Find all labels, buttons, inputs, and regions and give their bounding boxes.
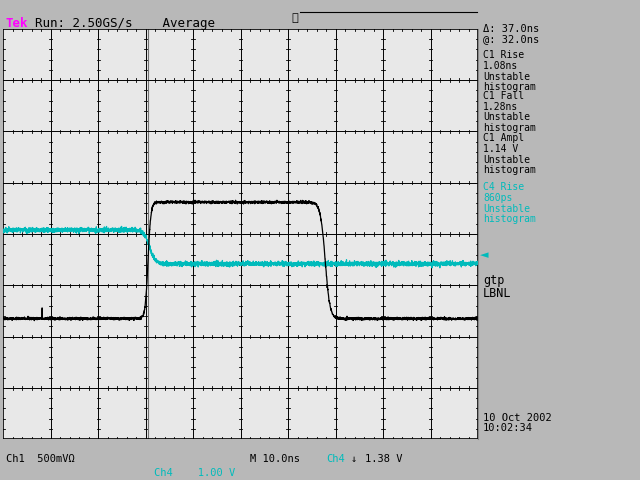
Text: Unstable: Unstable	[483, 155, 530, 165]
Text: Ch4    1.00 V: Ch4 1.00 V	[154, 468, 235, 478]
Text: ◄: ◄	[480, 251, 488, 261]
Text: Unstable: Unstable	[483, 204, 530, 214]
Text: histogram: histogram	[483, 214, 536, 224]
Text: ↓: ↓	[351, 454, 357, 464]
Text: gtp: gtp	[483, 274, 504, 287]
Text: 1.38 V: 1.38 V	[365, 454, 403, 464]
Text: 10 Oct 2002: 10 Oct 2002	[483, 413, 552, 423]
Text: LBNL: LBNL	[483, 287, 512, 300]
Text: Δ: 37.0ns: Δ: 37.0ns	[483, 24, 540, 34]
Text: histogram: histogram	[483, 165, 536, 175]
Text: C1 Ampl: C1 Ampl	[483, 133, 524, 144]
Text: M 10.0ns: M 10.0ns	[250, 454, 300, 464]
Text: 10:02:34: 10:02:34	[483, 423, 533, 433]
Text: 1.14 V: 1.14 V	[483, 144, 518, 154]
Text: 860ps: 860ps	[483, 193, 513, 203]
Text: Ch4: Ch4	[326, 454, 345, 464]
Text: C1 Rise: C1 Rise	[483, 50, 524, 60]
Text: Tek: Tek	[5, 17, 28, 30]
Text: 1.28ns: 1.28ns	[483, 102, 518, 112]
Text: Unstable: Unstable	[483, 72, 530, 82]
Text: Unstable: Unstable	[483, 112, 530, 122]
Text: Run: 2.50GS/s    Average: Run: 2.50GS/s Average	[35, 17, 215, 30]
Text: Ch1  500mVΩ: Ch1 500mVΩ	[6, 454, 75, 464]
Text: C4 Rise: C4 Rise	[483, 182, 524, 192]
Text: 1.08ns: 1.08ns	[483, 61, 518, 71]
Text: histogram: histogram	[483, 123, 536, 133]
Text: @: 32.0ns: @: 32.0ns	[483, 34, 540, 44]
Text: ⎲: ⎲	[291, 13, 298, 24]
Text: histogram: histogram	[483, 82, 536, 92]
Text: C1 Fall: C1 Fall	[483, 91, 524, 101]
